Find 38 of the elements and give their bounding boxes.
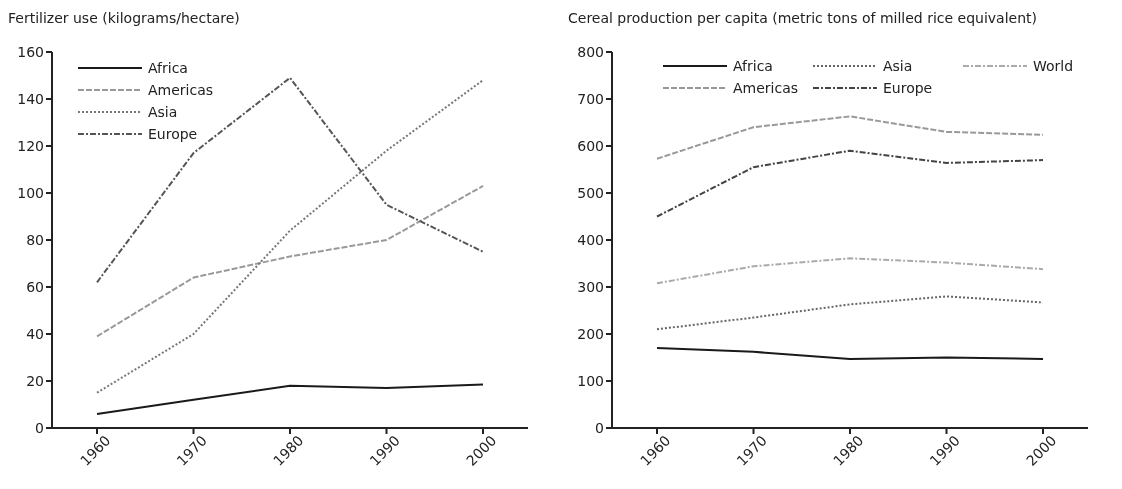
line-series [656,347,1044,360]
chart-title: Fertilizer use (kilograms/hectare) [8,10,240,26]
y-tick-label: 60 [26,278,44,295]
line-series [96,79,484,394]
y-tick-label: 300 [577,278,604,295]
y-tick-label: 100 [577,372,604,389]
y-tick-label: 40 [26,325,44,342]
y-tick-label: 20 [26,372,44,389]
y-tick-label: 0 [595,419,604,436]
y-tick-label: 140 [17,90,44,107]
y-tick-label: 500 [577,184,604,201]
y-tick-label: 700 [577,90,604,107]
y-tick-label: 80 [26,231,44,248]
legend-label: Africa [733,58,773,74]
y-tick-label: 600 [577,137,604,154]
line-series [656,295,1044,331]
y-tick-label: 800 [577,43,604,60]
line-series [96,383,484,415]
y-tick-label: 120 [17,137,44,154]
y-tick-label: 160 [17,43,44,60]
line-series [96,184,484,338]
y-tick-label: 0 [35,419,44,436]
line-series [656,257,1044,285]
y-tick-label: 400 [577,231,604,248]
legend-label: Americas [148,82,214,98]
legend-label: Asia [148,104,178,120]
y-tick-label: 100 [17,184,44,201]
legend-label: Europe [883,80,933,96]
legend-label: World [1033,58,1074,74]
y-tick-label: 200 [577,325,604,342]
legend-label: Asia [883,58,913,74]
line-series [96,76,484,284]
chart-title: Cereal production per capita (metric tons of milled rice equivalent) [568,10,1037,26]
legend-label: Europe [148,126,198,142]
legend-label: Africa [148,60,188,76]
line-series [656,115,1044,160]
legend-label: Americas [733,80,799,96]
line-series [656,149,1044,218]
